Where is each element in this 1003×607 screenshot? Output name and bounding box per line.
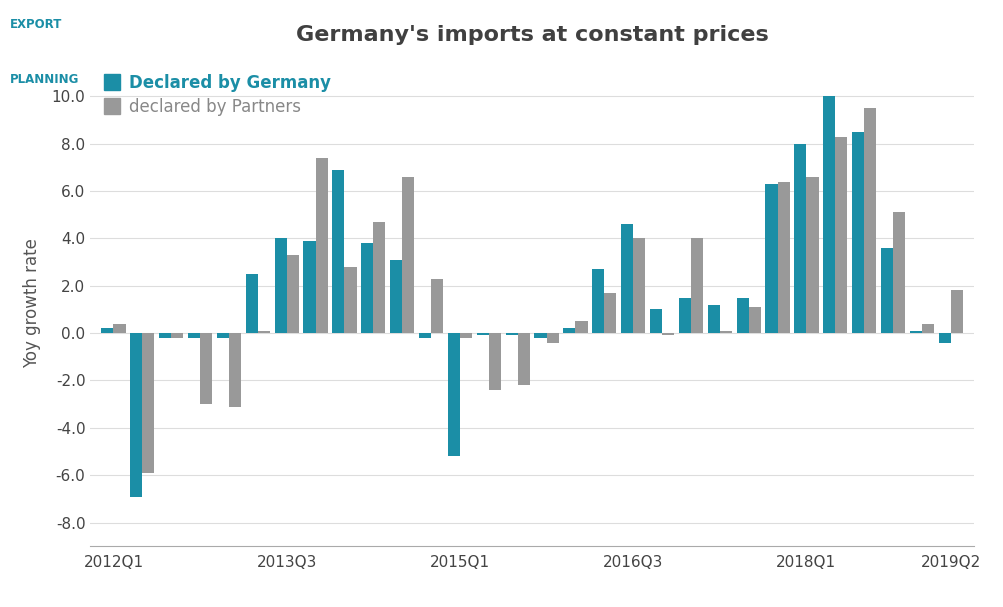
Bar <box>719 331 731 333</box>
Bar <box>200 333 212 404</box>
Bar <box>274 239 287 333</box>
Bar <box>373 222 385 333</box>
Bar <box>938 333 950 342</box>
Bar <box>188 333 200 338</box>
Bar <box>332 170 344 333</box>
Bar <box>864 108 876 333</box>
Bar <box>649 310 661 333</box>
Bar <box>476 333 488 336</box>
Text: PLANNING: PLANNING <box>10 73 79 86</box>
Bar <box>459 333 471 338</box>
Bar <box>880 248 892 333</box>
Bar <box>447 333 459 456</box>
Bar <box>690 239 702 333</box>
Bar <box>575 321 587 333</box>
Bar <box>805 177 817 333</box>
Bar <box>592 269 604 333</box>
Legend: Declared by Germany, declared by Partners: Declared by Germany, declared by Partner… <box>98 69 335 121</box>
Bar <box>430 279 442 333</box>
Bar <box>563 328 575 333</box>
Bar <box>678 297 690 333</box>
Bar <box>229 333 241 407</box>
Bar <box>130 333 142 497</box>
Bar <box>793 144 805 333</box>
Bar <box>506 333 518 336</box>
Bar <box>852 132 864 333</box>
Title: Germany's imports at constant prices: Germany's imports at constant prices <box>296 25 767 46</box>
Y-axis label: Yoy growth rate: Yoy growth rate <box>23 239 40 368</box>
Bar <box>142 333 154 473</box>
Bar <box>892 212 905 333</box>
Bar <box>488 333 500 390</box>
Bar <box>736 297 748 333</box>
Bar <box>418 333 430 338</box>
Bar <box>518 333 530 385</box>
Bar <box>604 293 616 333</box>
Text: EXPORT: EXPORT <box>10 18 62 31</box>
Bar <box>361 243 373 333</box>
Bar <box>822 97 834 333</box>
Bar <box>534 333 546 338</box>
Bar <box>344 267 356 333</box>
Bar <box>246 274 258 333</box>
Bar <box>287 255 299 333</box>
Bar <box>113 324 125 333</box>
Bar <box>315 158 327 333</box>
Bar <box>390 260 402 333</box>
Bar <box>748 307 760 333</box>
Bar <box>950 291 962 333</box>
Bar <box>834 137 847 333</box>
Bar <box>921 324 933 333</box>
Bar <box>402 177 414 333</box>
Bar <box>217 333 229 338</box>
Bar <box>707 305 719 333</box>
Bar <box>258 331 270 333</box>
Bar <box>909 331 921 333</box>
Bar <box>621 224 633 333</box>
Bar <box>546 333 558 342</box>
Bar <box>303 241 315 333</box>
Bar <box>776 181 789 333</box>
Bar <box>158 333 172 338</box>
Bar <box>633 239 645 333</box>
Bar <box>764 184 776 333</box>
Bar <box>172 333 184 338</box>
Bar <box>661 333 673 336</box>
Bar <box>101 328 113 333</box>
